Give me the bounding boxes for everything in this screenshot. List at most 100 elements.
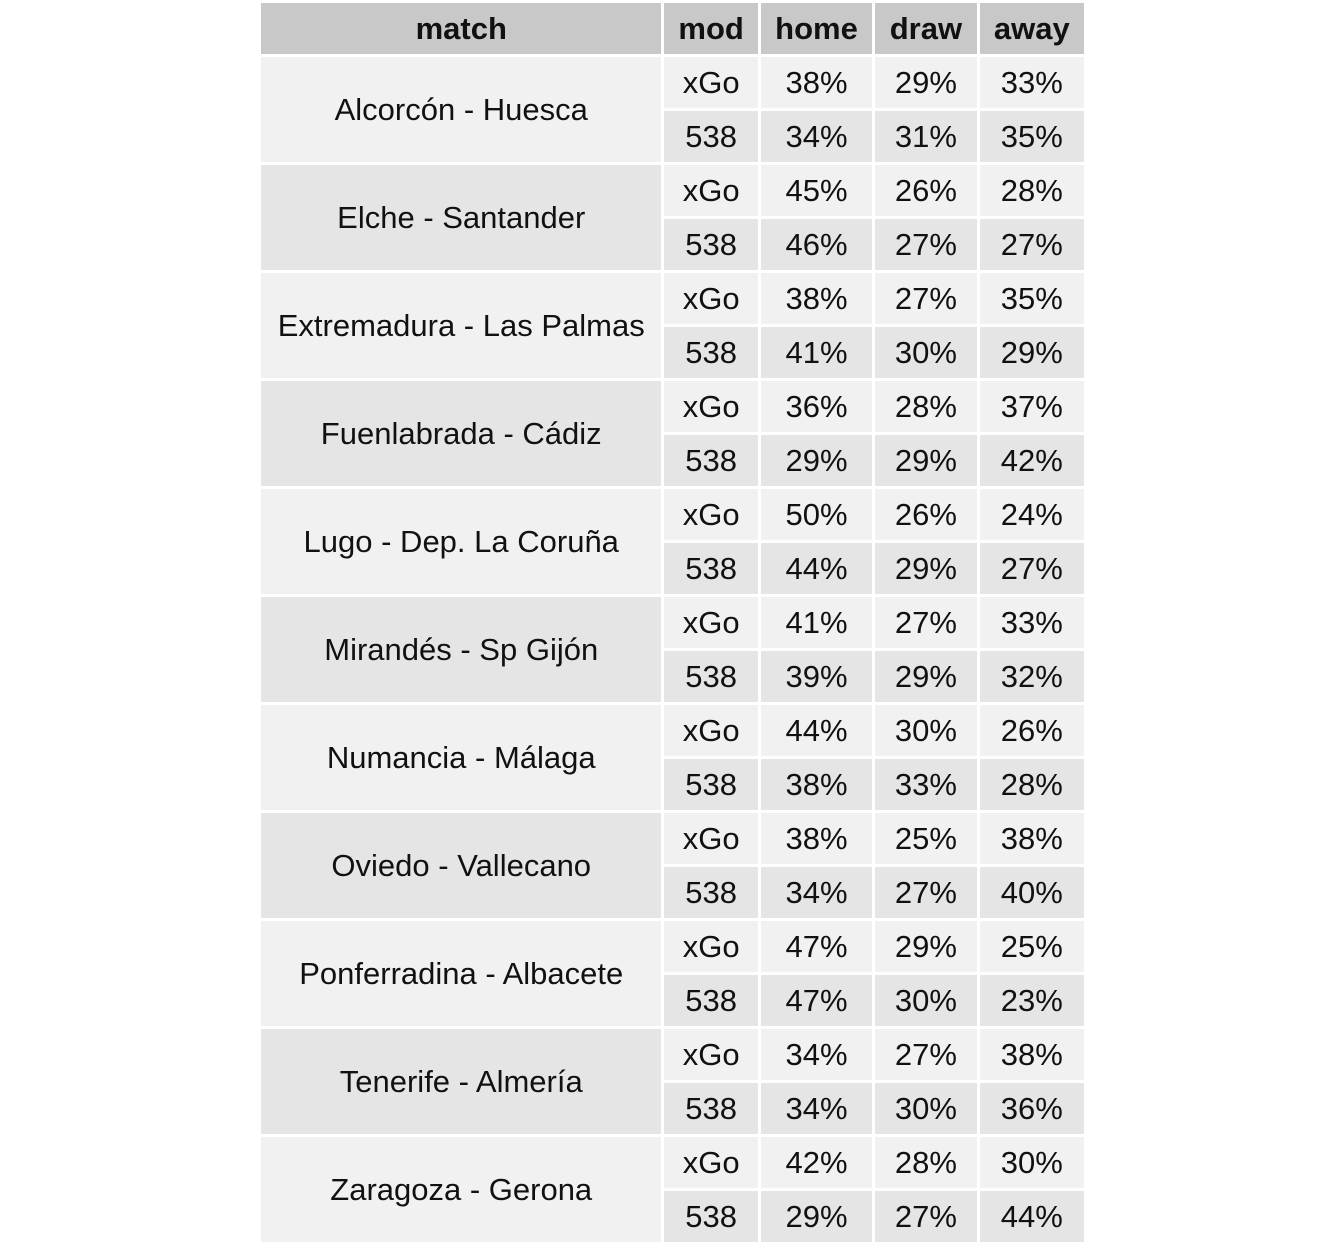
draw-cell: 27% (875, 273, 977, 324)
away-cell: 32% (979, 651, 1084, 702)
match-cell: Tenerife - Almería (261, 1029, 662, 1134)
table-row: Ponferradina - Albacete xGo 47% 29% 25% (261, 921, 1084, 1026)
table-row: 538 41% 30% 29% (261, 327, 1084, 378)
home-cell: 47% (760, 921, 873, 972)
mod-cell: 538 (664, 111, 758, 162)
header-home: home (760, 3, 873, 54)
match-cell: Oviedo - Vallecano (261, 813, 662, 918)
home-cell: 34% (760, 1029, 873, 1080)
home-cell: 46% (760, 219, 873, 270)
table-row: 538 39% 29% 32% (261, 651, 1084, 702)
match-cell: Fuenlabrada - Cádiz (261, 381, 662, 486)
draw-cell: 28% (875, 1137, 977, 1188)
away-cell: 30% (979, 1137, 1084, 1188)
away-cell: 28% (979, 165, 1084, 216)
home-cell: 42% (760, 1137, 873, 1188)
mod-cell: xGo (664, 381, 758, 432)
home-cell: 38% (760, 813, 873, 864)
table-row: 538 44% 29% 27% (261, 543, 1084, 594)
draw-cell: 30% (875, 327, 977, 378)
home-cell: 29% (760, 1191, 873, 1242)
mod-cell: xGo (664, 813, 758, 864)
home-cell: 50% (760, 489, 873, 540)
match-cell: Mirandés - Sp Gijón (261, 597, 662, 702)
match-cell: Extremadura - Las Palmas (261, 273, 662, 378)
header-away: away (979, 3, 1084, 54)
draw-cell: 29% (875, 57, 977, 108)
mod-cell: xGo (664, 705, 758, 756)
mod-cell: 538 (664, 327, 758, 378)
table-row: Oviedo - Vallecano xGo 38% 25% 38% (261, 813, 1084, 918)
table-body: Alcorcón - Huesca xGo 38% 29% 33% 538 34% 31% 35… (261, 57, 1084, 1242)
home-cell: 38% (760, 57, 873, 108)
draw-cell: 26% (875, 489, 977, 540)
table-row: Mirandés - Sp Gijón xGo 41% 27% 33% (261, 597, 1084, 702)
draw-cell: 30% (875, 975, 977, 1026)
draw-cell: 27% (875, 1191, 977, 1242)
table-row: 538 47% 30% 23% (261, 975, 1084, 1026)
away-cell: 23% (979, 975, 1084, 1026)
mod-cell: xGo (664, 273, 758, 324)
draw-cell: 29% (875, 543, 977, 594)
table-row: Zaragoza - Gerona xGo 42% 28% 30% (261, 1137, 1084, 1242)
home-cell: 44% (760, 705, 873, 756)
table-row: Extremadura - Las Palmas xGo 38% 27% 35% (261, 273, 1084, 378)
away-cell: 40% (979, 867, 1084, 918)
match-cell: Numancia - Málaga (261, 705, 662, 810)
home-cell: 34% (760, 111, 873, 162)
home-cell: 34% (760, 1083, 873, 1134)
match-cell: Alcorcón - Huesca (261, 57, 662, 162)
away-cell: 33% (979, 57, 1084, 108)
away-cell: 38% (979, 813, 1084, 864)
draw-cell: 27% (875, 219, 977, 270)
header-match: match (261, 3, 662, 54)
mod-cell: 538 (664, 651, 758, 702)
draw-cell: 30% (875, 705, 977, 756)
home-cell: 38% (760, 273, 873, 324)
home-cell: 41% (760, 597, 873, 648)
away-cell: 38% (979, 1029, 1084, 1080)
draw-cell: 29% (875, 435, 977, 486)
match-cell: Ponferradina - Albacete (261, 921, 662, 1026)
match-cell: Lugo - Dep. La Coruña (261, 489, 662, 594)
draw-cell: 33% (875, 759, 977, 810)
table-row: Elche - Santander xGo 45% 26% 28% (261, 165, 1084, 270)
away-cell: 24% (979, 489, 1084, 540)
mod-cell: 538 (664, 1191, 758, 1242)
mod-cell: xGo (664, 921, 758, 972)
draw-cell: 30% (875, 1083, 977, 1134)
home-cell: 29% (760, 435, 873, 486)
table-row: Fuenlabrada - Cádiz xGo 36% 28% 37% (261, 381, 1084, 486)
mod-cell: xGo (664, 1137, 758, 1188)
draw-cell: 29% (875, 921, 977, 972)
draw-cell: 27% (875, 597, 977, 648)
draw-cell: 28% (875, 381, 977, 432)
home-cell: 38% (760, 759, 873, 810)
away-cell: 29% (979, 327, 1084, 378)
mod-cell: 538 (664, 219, 758, 270)
match-cell: Zaragoza - Gerona (261, 1137, 662, 1242)
table-row: Lugo - Dep. La Coruña xGo 50% 26% 24% (261, 489, 1084, 594)
away-cell: 35% (979, 273, 1084, 324)
draw-cell: 29% (875, 651, 977, 702)
table-row: Tenerife - Almería xGo 34% 27% 38% (261, 1029, 1084, 1134)
table-row: 538 46% 27% 27% (261, 219, 1084, 270)
table-row: 538 29% 29% 42% (261, 435, 1084, 486)
mod-cell: xGo (664, 597, 758, 648)
draw-cell: 31% (875, 111, 977, 162)
mod-cell: 538 (664, 1083, 758, 1134)
away-cell: 42% (979, 435, 1084, 486)
away-cell: 28% (979, 759, 1084, 810)
header-mod: mod (664, 3, 758, 54)
mod-cell: 538 (664, 867, 758, 918)
away-cell: 25% (979, 921, 1084, 972)
header-row: match mod home draw away (261, 3, 1084, 54)
draw-cell: 27% (875, 1029, 977, 1080)
away-cell: 44% (979, 1191, 1084, 1242)
home-cell: 36% (760, 381, 873, 432)
away-cell: 37% (979, 381, 1084, 432)
home-cell: 45% (760, 165, 873, 216)
header-draw: draw (875, 3, 977, 54)
mod-cell: xGo (664, 1029, 758, 1080)
mod-cell: 538 (664, 543, 758, 594)
